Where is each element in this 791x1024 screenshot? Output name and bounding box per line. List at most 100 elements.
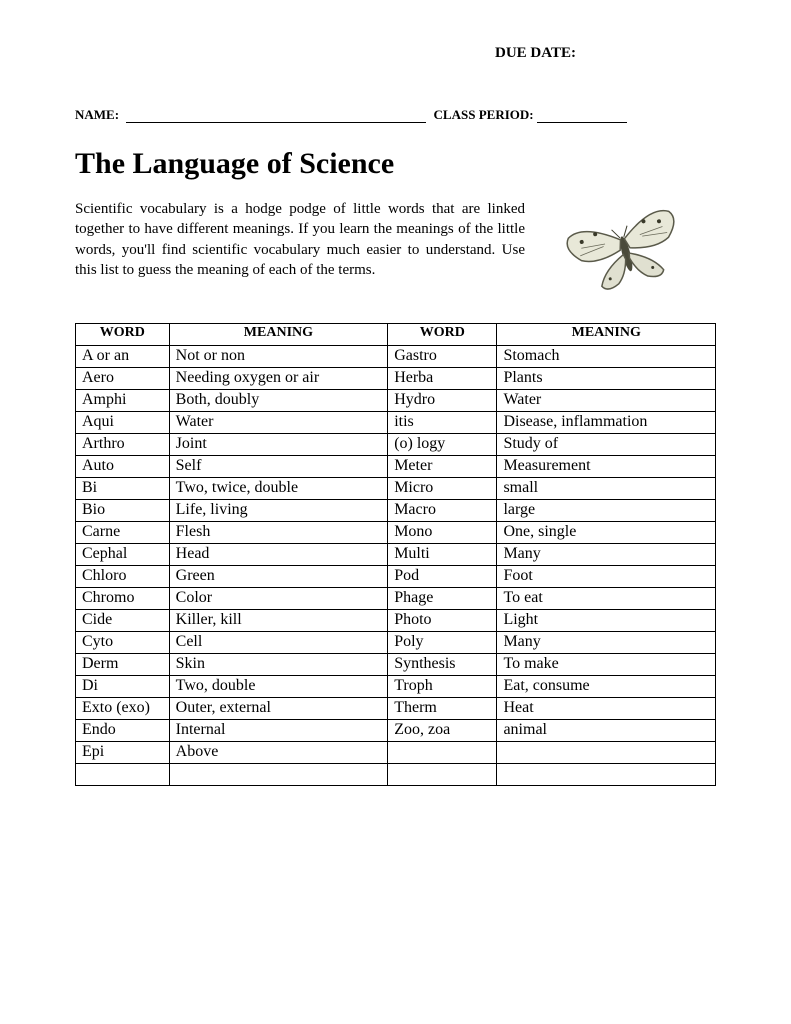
table-cell: A or an — [76, 346, 170, 368]
name-blank[interactable] — [126, 122, 426, 123]
table-cell: Derm — [76, 654, 170, 676]
table-row: AutoSelfMeterMeasurement — [76, 456, 716, 478]
table-cell: Aqui — [76, 412, 170, 434]
table-cell: Macro — [388, 500, 497, 522]
table-cell: Chloro — [76, 566, 170, 588]
table-cell: small — [497, 478, 716, 500]
header-word-1: WORD — [76, 324, 170, 346]
table-cell: Many — [497, 544, 716, 566]
table-cell: Killer, kill — [169, 610, 388, 632]
table-cell: Not or non — [169, 346, 388, 368]
table-cell: Phage — [388, 588, 497, 610]
header-meaning-2: MEANING — [497, 324, 716, 346]
table-cell: Foot — [497, 566, 716, 588]
table-row: Exto (exo)Outer, externalThermHeat — [76, 698, 716, 720]
header-word-2: WORD — [388, 324, 497, 346]
table-row: BiTwo, twice, doubleMicrosmall — [76, 478, 716, 500]
table-cell: Skin — [169, 654, 388, 676]
table-cell: Di — [76, 676, 170, 698]
table-row: CarneFleshMonoOne, single — [76, 522, 716, 544]
table-row: EndoInternalZoo, zoaanimal — [76, 720, 716, 742]
table-cell: Endo — [76, 720, 170, 742]
table-cell: Bio — [76, 500, 170, 522]
table-cell: Study of — [497, 434, 716, 456]
table-cell: Many — [497, 632, 716, 654]
table-cell: Light — [497, 610, 716, 632]
table-row: DermSkinSynthesisTo make — [76, 654, 716, 676]
table-cell: Gastro — [388, 346, 497, 368]
table-row: BioLife, livingMacrolarge — [76, 500, 716, 522]
table-cell: Flesh — [169, 522, 388, 544]
table-cell: Joint — [169, 434, 388, 456]
table-cell — [388, 742, 497, 764]
table-cell — [497, 764, 716, 786]
table-cell: Both, doubly — [169, 390, 388, 412]
table-row: CideKiller, killPhotoLight — [76, 610, 716, 632]
table-cell — [388, 764, 497, 786]
table-cell: Color — [169, 588, 388, 610]
table-cell: To eat — [497, 588, 716, 610]
table-cell: Disease, inflammation — [497, 412, 716, 434]
table-cell: Water — [497, 390, 716, 412]
table-row: ChloroGreenPodFoot — [76, 566, 716, 588]
table-cell: Pod — [388, 566, 497, 588]
table-row — [76, 764, 716, 786]
table-row: A or anNot or nonGastroStomach — [76, 346, 716, 368]
page-title: The Language of Science — [75, 147, 716, 181]
table-cell: Auto — [76, 456, 170, 478]
table-row: CephalHeadMultiMany — [76, 544, 716, 566]
table-row: AeroNeeding oxygen or airHerbaPlants — [76, 368, 716, 390]
table-cell: Outer, external — [169, 698, 388, 720]
table-cell: Green — [169, 566, 388, 588]
table-cell: Eat, consume — [497, 676, 716, 698]
table-cell: Stomach — [497, 346, 716, 368]
table-cell: Cell — [169, 632, 388, 654]
table-cell: Chromo — [76, 588, 170, 610]
table-cell: To make — [497, 654, 716, 676]
table-cell: large — [497, 500, 716, 522]
table-cell: Needing oxygen or air — [169, 368, 388, 390]
table-cell: Photo — [388, 610, 497, 632]
table-cell: Heat — [497, 698, 716, 720]
table-cell: Aero — [76, 368, 170, 390]
table-cell — [76, 764, 170, 786]
table-row: AmphiBoth, doublyHydroWater — [76, 390, 716, 412]
table-cell: Arthro — [76, 434, 170, 456]
name-class-line: NAME: CLASS PERIOD: — [75, 107, 716, 123]
table-cell: Amphi — [76, 390, 170, 412]
table-cell: Internal — [169, 720, 388, 742]
intro-paragraph: Scientific vocabulary is a hodge podge o… — [75, 199, 525, 280]
table-cell: Two, twice, double — [169, 478, 388, 500]
table-cell: Poly — [388, 632, 497, 654]
table-cell — [169, 764, 388, 786]
table-row: CytoCellPolyMany — [76, 632, 716, 654]
table-cell: Synthesis — [388, 654, 497, 676]
header-meaning-1: MEANING — [169, 324, 388, 346]
table-cell: Exto (exo) — [76, 698, 170, 720]
table-cell: Epi — [76, 742, 170, 764]
table-cell: Self — [169, 456, 388, 478]
table-cell: Life, living — [169, 500, 388, 522]
table-cell: Meter — [388, 456, 497, 478]
table-body: A or anNot or nonGastroStomachAeroNeedin… — [76, 346, 716, 786]
table-cell: Therm — [388, 698, 497, 720]
table-row: EpiAbove — [76, 742, 716, 764]
table-cell: Cide — [76, 610, 170, 632]
table-cell — [497, 742, 716, 764]
table-cell: Two, double — [169, 676, 388, 698]
class-period-blank[interactable] — [537, 122, 627, 123]
table-row: ChromoColorPhageTo eat — [76, 588, 716, 610]
intro-row: Scientific vocabulary is a hodge podge o… — [75, 199, 716, 299]
butterfly-icon — [544, 183, 705, 316]
table-cell: Head — [169, 544, 388, 566]
table-header-row: WORD MEANING WORD MEANING — [76, 324, 716, 346]
table-cell: Zoo, zoa — [388, 720, 497, 742]
table-cell: Plants — [497, 368, 716, 390]
class-period-label: CLASS PERIOD: — [434, 107, 534, 122]
vocabulary-table: WORD MEANING WORD MEANING A or anNot or … — [75, 323, 716, 786]
table-cell: Micro — [388, 478, 497, 500]
table-cell: Carne — [76, 522, 170, 544]
table-cell: Hydro — [388, 390, 497, 412]
table-cell: Bi — [76, 478, 170, 500]
table-cell: Cyto — [76, 632, 170, 654]
